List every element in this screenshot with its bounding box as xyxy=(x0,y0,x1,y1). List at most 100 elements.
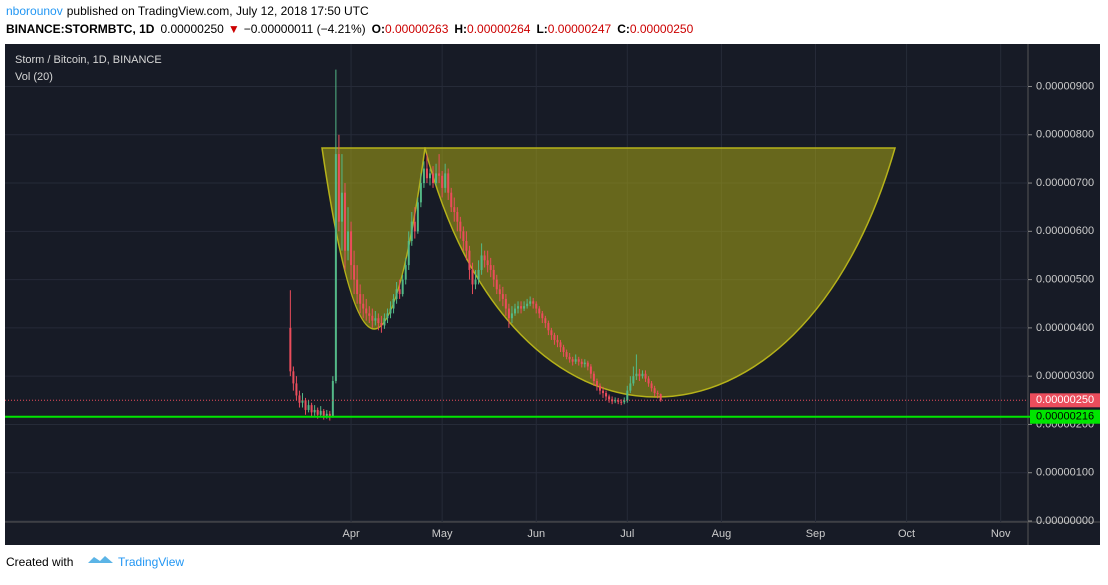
candle-body xyxy=(365,308,368,314)
candle-body xyxy=(441,175,444,188)
x-tick-label: Jul xyxy=(620,528,634,540)
candle-body xyxy=(401,279,404,295)
candle-body xyxy=(295,383,298,396)
candle-body xyxy=(368,313,371,316)
candles xyxy=(289,69,662,421)
candle-body xyxy=(298,395,301,403)
candle-body xyxy=(371,315,374,321)
candle-body xyxy=(565,352,568,357)
l: 0.00000247 xyxy=(548,22,612,36)
candle-body xyxy=(644,373,647,379)
y-tick-label: 0.00000900 xyxy=(1036,80,1094,92)
y-tick-label: 0.00000000 xyxy=(1036,515,1094,527)
footer-brand[interactable]: TradingView xyxy=(118,555,184,569)
y-tick-label: 0.00000800 xyxy=(1036,129,1094,141)
candle-body xyxy=(471,269,474,285)
candle-body xyxy=(529,301,532,304)
candle-body xyxy=(389,308,392,314)
candle-body xyxy=(307,405,310,410)
o-label: O: xyxy=(372,22,385,36)
candle-body xyxy=(626,390,629,401)
candle-body xyxy=(428,173,431,179)
candle-body xyxy=(605,393,608,397)
price-label: 0.00000250 xyxy=(1036,394,1094,406)
candle-body xyxy=(492,269,495,280)
candle-body xyxy=(304,400,307,410)
candle-body xyxy=(556,339,559,343)
candle-body xyxy=(614,400,617,402)
candle-body xyxy=(468,250,471,270)
candle-body xyxy=(395,289,398,299)
quote-line: BINANCE:STORMBTC, 1D 0.00000250 ▼ −0.000000… xyxy=(6,22,694,36)
candle-body xyxy=(328,413,331,417)
candle-body xyxy=(483,255,486,261)
candle-body xyxy=(513,308,516,314)
candle-body xyxy=(331,380,334,417)
arrow: ▼ xyxy=(228,22,240,36)
candle-body xyxy=(638,373,641,377)
candle-body xyxy=(611,399,614,402)
y-tick-label: 0.00000300 xyxy=(1036,370,1094,382)
candle-body xyxy=(447,173,450,193)
candle-body xyxy=(416,202,419,232)
candle-body xyxy=(465,240,468,251)
last: 0.00000250 xyxy=(160,22,224,36)
candle-body xyxy=(568,356,571,360)
candle-body xyxy=(623,400,626,403)
y-tick-label: 0.00000600 xyxy=(1036,225,1094,237)
candle-body xyxy=(425,168,428,179)
l-label: L: xyxy=(536,22,547,36)
candle-body xyxy=(532,301,535,304)
candle-body xyxy=(653,388,656,394)
candle-body xyxy=(538,308,541,314)
c-label: C: xyxy=(617,22,630,36)
candle-body xyxy=(362,303,365,309)
candle-body xyxy=(620,401,623,403)
publisher[interactable]: nborounov xyxy=(6,4,63,18)
candle-body xyxy=(453,207,456,213)
candle-body xyxy=(422,168,425,184)
x-tick-label: Oct xyxy=(898,528,915,540)
candle-body xyxy=(498,289,501,295)
candle-body xyxy=(343,192,346,251)
candle-body xyxy=(477,269,480,280)
x-tick-label: Nov xyxy=(991,528,1011,540)
price-label-box xyxy=(1030,409,1100,424)
candle-body xyxy=(583,362,586,365)
candle-body xyxy=(647,378,650,384)
candle-body xyxy=(392,298,395,309)
grid: 0.000000000.000001000.000002000.00000300… xyxy=(5,44,1094,540)
price-lines: 0.00000250 0.00000216 xyxy=(5,393,1100,424)
candle-body xyxy=(489,265,492,270)
candle-body xyxy=(310,405,313,413)
candle-body xyxy=(359,294,362,304)
candle-body xyxy=(635,373,638,377)
candle-body xyxy=(456,212,459,222)
h: 0.00000264 xyxy=(467,22,531,36)
candle-body xyxy=(520,306,523,309)
candle-body xyxy=(580,361,583,365)
candle-body xyxy=(334,154,337,381)
candle-body xyxy=(608,396,611,400)
candle-body xyxy=(313,409,316,413)
y-tick-label: 0.00000500 xyxy=(1036,274,1094,286)
candle-body xyxy=(507,308,510,319)
candle-body xyxy=(419,183,422,203)
candle-body xyxy=(407,240,410,266)
candle-body xyxy=(571,359,574,362)
y-tick-label: 0.00000100 xyxy=(1036,467,1094,479)
candle-body xyxy=(577,359,580,362)
candle-body xyxy=(535,303,538,309)
candle-body xyxy=(337,154,340,222)
x-tick-label: May xyxy=(432,528,453,540)
x-tick-label: Sep xyxy=(806,528,826,540)
candle-body xyxy=(386,313,389,319)
candle-body xyxy=(550,330,553,336)
candle-body xyxy=(410,221,413,241)
candle-body xyxy=(356,279,359,295)
chart-title: Storm / Bitcoin, 1D, BINANCE xyxy=(15,54,162,66)
footer-created: Created with xyxy=(6,555,73,569)
y-tick-label: 0.00000700 xyxy=(1036,177,1094,189)
